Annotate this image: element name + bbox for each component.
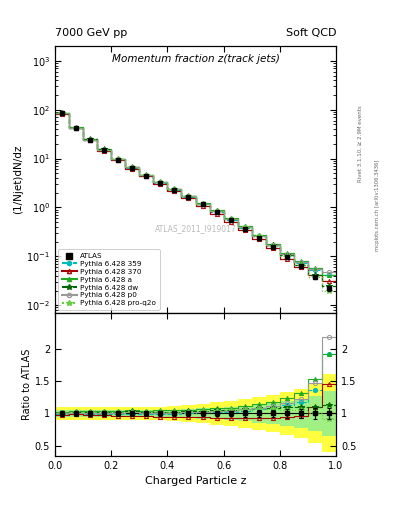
Y-axis label: (1/Njet)dN/dz: (1/Njet)dN/dz [13,145,24,214]
Text: Rivet 3.1.10, ≥ 2.9M events: Rivet 3.1.10, ≥ 2.9M events [358,105,363,182]
X-axis label: Charged Particle z: Charged Particle z [145,476,246,486]
Text: Soft QCD: Soft QCD [286,28,336,38]
Y-axis label: Ratio to ATLAS: Ratio to ATLAS [22,349,32,420]
Text: Momentum fraction z(track jets): Momentum fraction z(track jets) [112,54,279,64]
Text: ATLAS_2011_I919017: ATLAS_2011_I919017 [154,224,237,233]
Text: 7000 GeV pp: 7000 GeV pp [55,28,127,38]
Text: mcplots.cern.ch [arXiv:1306.3436]: mcplots.cern.ch [arXiv:1306.3436] [375,159,380,250]
Legend: ATLAS, Pythia 6.428 359, Pythia 6.428 370, Pythia 6.428 a, Pythia 6.428 dw, Pyth: ATLAS, Pythia 6.428 359, Pythia 6.428 37… [58,249,160,310]
